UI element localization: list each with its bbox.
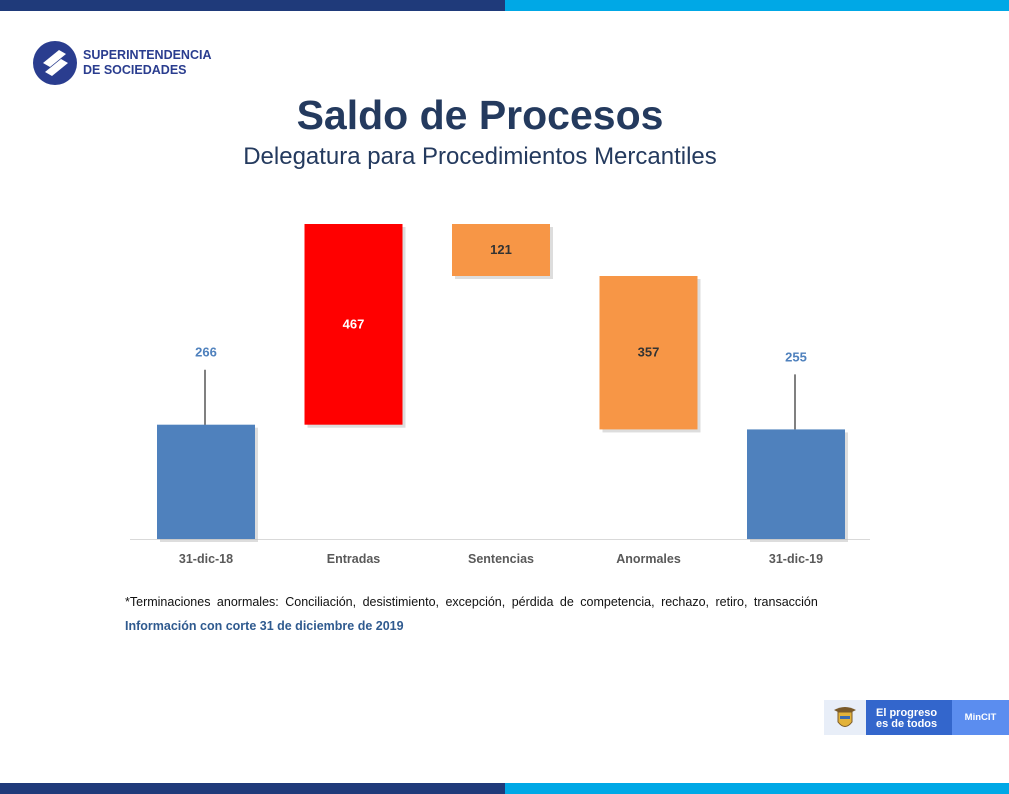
- category-label: Anormales: [616, 552, 681, 566]
- category-label: 31-dic-19: [769, 552, 823, 566]
- ministry-label: MinCIT: [952, 700, 1009, 735]
- bar-31-dic-19: [747, 429, 845, 539]
- page-subtitle: Delegatura para Procedimientos Mercantil…: [243, 143, 717, 170]
- logo-emblem-icon: [33, 41, 77, 85]
- page-title: Saldo de Procesos: [296, 92, 664, 138]
- data-label: 357: [638, 345, 660, 360]
- bottom-banner: [0, 783, 1009, 794]
- bar-Sentencias: [452, 224, 550, 276]
- coat-of-arms-icon: [824, 700, 866, 735]
- bar-Anormales: [599, 275, 698, 430]
- data-label: 255: [785, 349, 807, 364]
- logo-line2: DE SOCIEDADES: [83, 63, 187, 77]
- gov-slogan-line2: es de todos: [876, 718, 938, 730]
- data-label: 266: [195, 345, 217, 360]
- logo-line1: SUPERINTENDENCIA: [83, 48, 212, 62]
- category-label: Sentencias: [468, 552, 534, 566]
- superintendencia-logo: SUPERINTENDENCIA DE SOCIEDADES: [33, 41, 212, 85]
- top-banner: [0, 0, 1009, 11]
- bar-Entradas: [304, 224, 403, 425]
- bar-31-dic-18: [157, 424, 255, 539]
- info-date: Información con corte 31 de diciembre de…: [125, 619, 404, 633]
- category-label: Entradas: [327, 552, 381, 566]
- government-logo: El progreso es de todos MinCIT: [824, 700, 1009, 735]
- gov-slogan-line1: El progreso: [876, 707, 938, 719]
- footnote: *Terminaciones anormales: Conciliación, …: [125, 595, 818, 609]
- category-label: 31-dic-18: [179, 552, 233, 566]
- data-label: 121: [490, 242, 512, 257]
- waterfall-chart: 266 31-dic-18 467 Entradas 121 Sentencias 357 A…: [130, 224, 870, 566]
- data-label: 467: [343, 316, 365, 331]
